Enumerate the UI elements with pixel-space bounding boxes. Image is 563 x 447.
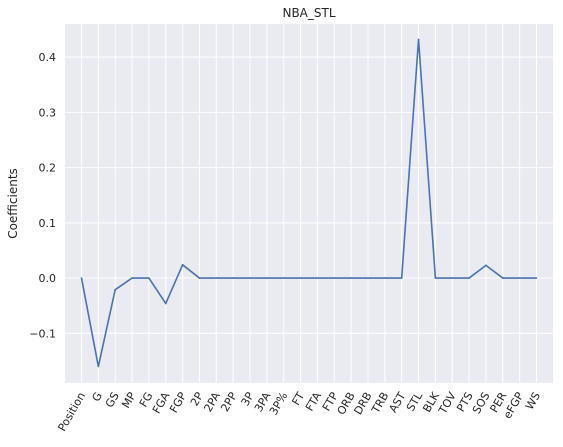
data-point (249, 277, 251, 279)
plot-area (65, 24, 553, 383)
data-point (384, 277, 386, 279)
data-point (518, 277, 521, 279)
series-line (80, 38, 537, 368)
x-tick-label: WS (523, 390, 543, 412)
data-point (232, 277, 234, 279)
y-axis-title: Coefficients (6, 168, 20, 239)
x-tick-label: 2PP (218, 390, 240, 414)
y-tick-label: 0.1 (39, 217, 57, 230)
x-tick-label: FG (137, 390, 156, 409)
data-point (266, 277, 268, 279)
data-point (400, 277, 403, 279)
data-point (451, 277, 454, 279)
data-point (501, 277, 504, 279)
data-point (468, 277, 470, 279)
x-tick-label: MP (119, 390, 139, 411)
x-tick-label: FGP (167, 390, 189, 415)
x-tick-label: 2PA (201, 390, 223, 415)
data-point (316, 277, 319, 279)
y-tick-label: 0.0 (39, 272, 57, 285)
x-tick-label: TOV (436, 390, 459, 417)
data-point (367, 277, 369, 279)
x-tick-label: Position (55, 390, 88, 434)
data-point (131, 277, 133, 279)
data-point (282, 277, 285, 279)
x-tick-label: TRB (369, 390, 392, 416)
data-point (434, 277, 437, 279)
x-tick-label: FTA (303, 390, 324, 414)
x-tick-label: SOS (470, 390, 493, 416)
x-tick-label: 3P% (267, 390, 290, 417)
data-point (485, 264, 487, 267)
data-point (215, 277, 218, 279)
y-tick-label: 0.3 (39, 106, 57, 119)
data-point (80, 277, 83, 279)
x-tick-label: FGA (150, 390, 173, 416)
grid (65, 24, 553, 383)
data-point (333, 277, 336, 279)
x-tick-label: 2P (188, 390, 206, 409)
x-tick-label: DRB (351, 390, 374, 417)
data-point (198, 277, 201, 279)
y-tick-label: 0.4 (39, 51, 57, 64)
chart-title: NBA_STL (282, 6, 335, 20)
data-point (164, 302, 167, 305)
series-layer (80, 38, 538, 368)
y-tick-label: −0.1 (29, 327, 56, 340)
x-tick-label: GS (103, 390, 122, 410)
data-point (299, 277, 302, 279)
data-point (535, 277, 538, 279)
x-tick-label: FT (289, 390, 307, 408)
data-point (181, 264, 184, 266)
data-point (148, 277, 150, 279)
y-tick-label: 0.2 (39, 162, 57, 175)
y-tick-labels: −0.1 0.0 0.1 0.2 0.3 0.4 (29, 51, 56, 340)
x-tick-label: 3P (239, 390, 257, 409)
data-point (350, 277, 352, 279)
data-point (114, 288, 117, 291)
x-tick-label: AST (386, 390, 408, 415)
data-point (97, 365, 100, 368)
data-point (417, 38, 420, 41)
